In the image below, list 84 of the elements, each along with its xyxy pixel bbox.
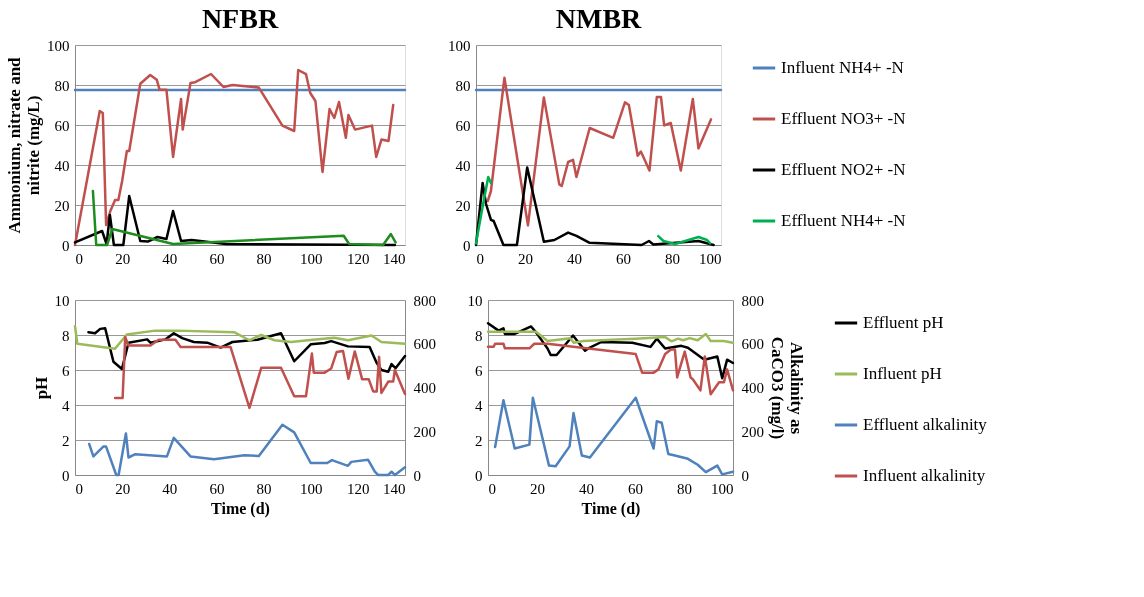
y-tick-label: 2 (62, 432, 70, 449)
y-tick-label: 0 (62, 467, 70, 484)
line-series (73, 68, 395, 247)
x-tick-label: 60 (209, 480, 225, 497)
legend-label: Effluent pH (863, 313, 944, 332)
x-tick-label: 0 (488, 480, 496, 497)
x-tick-label: 60 (616, 250, 631, 267)
y-tick-label: 6 (62, 362, 70, 379)
y-axis-title: Ammonium, nitrate and nitrite (mg/L) (5, 56, 43, 234)
x-tick-label: 60 (628, 480, 643, 497)
x-tick-label: 80 (665, 250, 680, 267)
y2-tick-label: 400 (741, 380, 764, 396)
y2-tick-label: 0 (741, 467, 749, 484)
y-tick-label: 8 (62, 327, 70, 344)
y-tick-label: 0 (463, 237, 471, 254)
y-tick-label: 6 (475, 362, 483, 379)
y-tick-label: 20 (455, 197, 471, 214)
x-tick-label: 100 (711, 480, 734, 497)
legend-label: Effluent NO2+ -N (781, 160, 906, 179)
x-axis-title: Time (d) (211, 499, 270, 518)
line-series (486, 330, 735, 344)
line-series (486, 76, 713, 227)
y2-tick-label: 0 (413, 467, 421, 484)
y-tick-label: 40 (455, 157, 471, 174)
x-tick-label: 40 (579, 480, 594, 497)
y-tick-label: 0 (62, 237, 70, 254)
x-tick-label: 140 (383, 250, 406, 267)
legend-label: Influent pH (863, 364, 942, 383)
line-series (493, 396, 735, 476)
legend-label: Influent NH4+ -N (781, 58, 904, 77)
legend-label: Effluent NH4+ -N (781, 211, 906, 230)
x-tick-label: 40 (162, 480, 178, 497)
y2-tick-label: 200 (413, 423, 436, 440)
x-tick-label: 20 (115, 480, 131, 497)
y2-axis-title: Alkalinity as CaCO3 (mg/l) (768, 336, 806, 440)
chart-title: NMBR (555, 3, 643, 34)
y2-tick-label: 400 (413, 380, 436, 396)
x-tick-label: 100 (699, 250, 722, 267)
x-tick-label: 80 (256, 480, 272, 497)
y-tick-label: 0 (475, 467, 483, 484)
legend-label: Effluent alkalinity (863, 415, 988, 434)
chart-title: NFBR (201, 3, 279, 34)
y-tick-label: 10 (467, 292, 483, 309)
y-tick-label: 60 (54, 117, 70, 134)
y2-tick-label: 200 (741, 423, 764, 440)
y-tick-label: 20 (54, 197, 70, 214)
legend-label: Influent alkalinity (863, 466, 986, 485)
x-tick-label: 40 (162, 250, 178, 267)
y-tick-label: 60 (455, 117, 471, 134)
y-tick-label: 80 (54, 77, 70, 94)
x-tick-label: 140 (383, 480, 406, 497)
y-tick-label: 4 (62, 397, 70, 414)
legend-label: Effluent NO3+ -N (781, 109, 906, 128)
x-tick-label: 40 (567, 250, 582, 267)
x-tick-label: 0 (75, 480, 83, 497)
y-tick-label: 2 (475, 432, 483, 449)
x-tick-label: 0 (75, 250, 83, 267)
x-tick-label: 80 (256, 250, 272, 267)
x-tick-label: 20 (530, 480, 545, 497)
y2-tick-label: 800 (741, 292, 764, 309)
x-tick-label: 20 (115, 250, 131, 267)
line-series (87, 423, 407, 477)
y-tick-label: 100 (47, 37, 70, 54)
y-tick-label: 80 (455, 77, 471, 94)
x-tick-label: 100 (299, 480, 323, 497)
y-axis-title: pH (31, 376, 51, 400)
y-tick-label: 8 (475, 327, 483, 344)
x-tick-label: 120 (347, 480, 370, 497)
y-tick-label: 4 (475, 397, 483, 414)
y-tick-label: 40 (54, 157, 70, 174)
y2-tick-label: 800 (413, 292, 436, 309)
y-tick-label: 100 (448, 37, 471, 54)
y2-tick-label: 600 (413, 336, 436, 353)
y2-tick-label: 600 (741, 336, 764, 353)
x-tick-label: 120 (347, 250, 370, 267)
line-series (486, 342, 735, 396)
x-axis-title: Time (d) (581, 499, 641, 518)
x-tick-label: 20 (518, 250, 533, 267)
line-series (73, 325, 407, 350)
x-tick-label: 80 (677, 480, 692, 497)
x-tick-label: 60 (209, 250, 225, 267)
line-series (113, 335, 407, 410)
y-tick-label: 10 (54, 292, 70, 309)
x-tick-label: 100 (299, 250, 323, 267)
